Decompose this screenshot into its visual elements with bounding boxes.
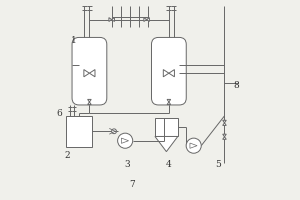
Polygon shape — [88, 102, 91, 105]
Polygon shape — [155, 136, 178, 152]
Circle shape — [186, 138, 201, 153]
Polygon shape — [88, 99, 91, 102]
Polygon shape — [89, 70, 95, 77]
Text: 8: 8 — [233, 81, 239, 90]
Text: 4: 4 — [166, 160, 172, 169]
Polygon shape — [122, 138, 129, 143]
Bar — [66, 116, 92, 147]
Polygon shape — [167, 99, 171, 102]
Polygon shape — [169, 70, 174, 77]
Polygon shape — [167, 102, 171, 105]
Polygon shape — [84, 70, 89, 77]
Text: 7: 7 — [129, 180, 135, 189]
Text: 5: 5 — [216, 160, 221, 169]
Polygon shape — [223, 120, 226, 123]
Polygon shape — [163, 70, 169, 77]
Text: 3: 3 — [124, 160, 130, 169]
Polygon shape — [223, 134, 226, 137]
FancyBboxPatch shape — [72, 37, 107, 105]
Bar — [155, 118, 178, 136]
Polygon shape — [147, 18, 149, 22]
Polygon shape — [223, 137, 226, 139]
Text: 6: 6 — [57, 109, 62, 118]
Polygon shape — [109, 18, 112, 22]
Circle shape — [118, 133, 133, 148]
Polygon shape — [190, 143, 197, 148]
FancyBboxPatch shape — [152, 37, 186, 105]
Polygon shape — [223, 123, 226, 125]
Polygon shape — [112, 18, 114, 22]
Polygon shape — [144, 18, 147, 22]
Circle shape — [112, 129, 116, 134]
Text: 1: 1 — [71, 36, 76, 45]
Text: 2: 2 — [65, 151, 70, 160]
